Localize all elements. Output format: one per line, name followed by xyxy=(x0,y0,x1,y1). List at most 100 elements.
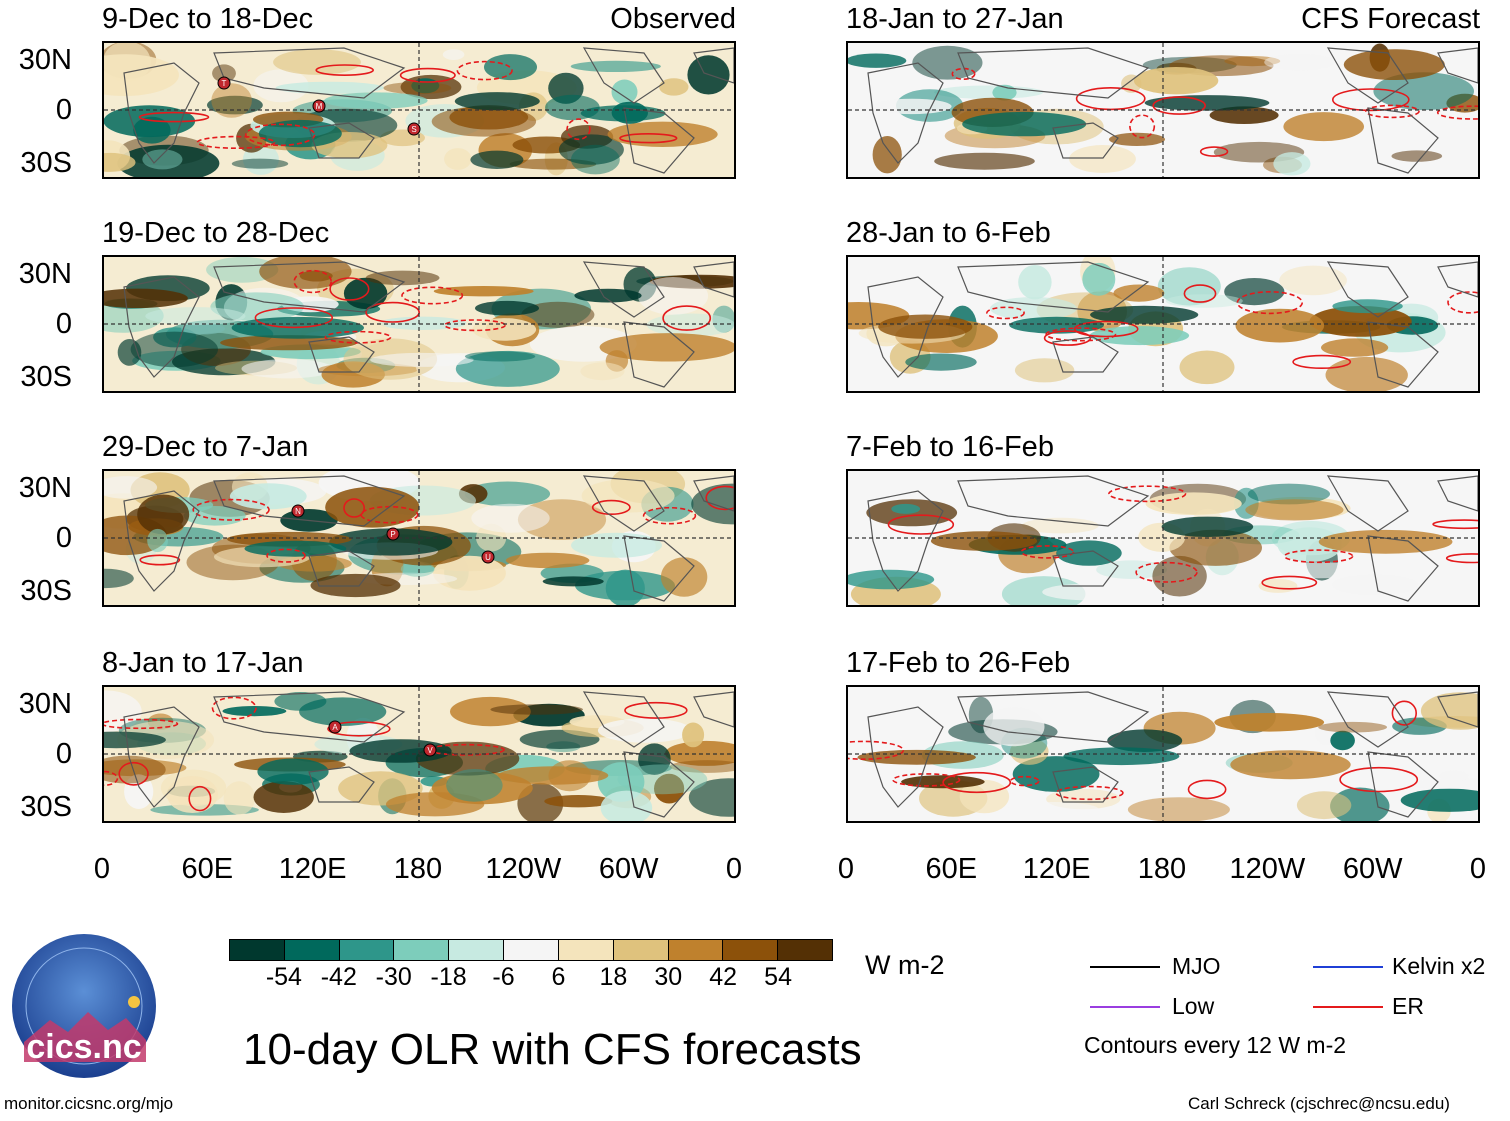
olr-anomaly-blob xyxy=(1343,49,1445,80)
olr-anomaly-blob xyxy=(544,795,613,808)
olr-core-feature xyxy=(257,758,329,785)
olr-anomaly-blob xyxy=(1391,150,1443,162)
footer-url[interactable]: monitor.cicsnc.org/mjo xyxy=(4,1094,174,1113)
coastline xyxy=(623,321,695,388)
lat-label-left-3-1: 0 xyxy=(55,522,72,554)
olr-map xyxy=(104,257,734,391)
colorbar-tick: 30 xyxy=(654,963,683,991)
legend-line-kelvin xyxy=(1313,966,1383,968)
er-contour xyxy=(1339,766,1419,793)
lon-label-left-1: 60E xyxy=(181,853,234,885)
olr-anomaly-blob xyxy=(1209,106,1279,124)
olr-anomaly-blob xyxy=(571,532,662,558)
panel-title-right-3: 7-Feb to 16-Feb xyxy=(846,431,1054,463)
coastline xyxy=(1052,550,1119,587)
olr-core-feature xyxy=(930,531,1038,551)
colorbar-tick: -30 xyxy=(375,963,412,991)
olr-anomaly-blob xyxy=(472,318,537,341)
er-contour xyxy=(266,548,306,563)
coastline xyxy=(623,107,695,174)
map-panel-right-2 xyxy=(846,255,1480,393)
map-panel-left-3: N P U xyxy=(102,469,736,607)
olr-anomaly-blob xyxy=(142,149,183,170)
colorbar-tick: 54 xyxy=(764,963,792,991)
olr-anomaly-blob xyxy=(259,257,352,289)
colorbar-tick: 42 xyxy=(709,963,738,991)
panel-title-left-3: 29-Dec to 7-Jan xyxy=(102,431,309,463)
olr-core-feature xyxy=(962,111,1087,137)
er-contour xyxy=(104,718,179,730)
coastline xyxy=(1367,535,1439,602)
olr-anomaly-blob xyxy=(570,60,661,72)
map-panel-left-1: T M S xyxy=(102,41,736,179)
er-contour xyxy=(1365,104,1420,119)
olr-anomaly-blob xyxy=(471,503,550,533)
olr-anomaly-blob xyxy=(147,528,168,553)
lon-label-left-2: 120E xyxy=(278,853,347,885)
er-contour xyxy=(118,761,149,786)
olr-anomaly-blob xyxy=(1007,802,1099,817)
olr-anomaly-blob xyxy=(659,78,689,96)
coastline xyxy=(1052,336,1119,373)
olr-core-feature xyxy=(475,300,539,316)
colorbar-swatch xyxy=(557,940,613,960)
olr-anomaly-blob xyxy=(104,476,158,499)
coastline xyxy=(1326,47,1409,104)
storm-marker-label: V xyxy=(427,746,433,755)
olr-anomaly-blob xyxy=(207,95,263,115)
olr-anomaly-blob xyxy=(1069,145,1136,173)
olr-anomaly-blob xyxy=(605,569,645,605)
olr-anomaly-blob xyxy=(542,576,604,587)
olr-anomaly-blob xyxy=(383,81,452,95)
legend-line-low xyxy=(1090,1006,1160,1008)
colorbar-tick: -6 xyxy=(492,963,515,991)
colorbar-tick: 6 xyxy=(551,963,566,991)
olr-anomaly-blob xyxy=(133,116,171,144)
olr-anomaly-blob xyxy=(617,764,708,795)
olr-anomaly-blob xyxy=(490,704,583,715)
olr-core-feature xyxy=(454,92,540,111)
olr-anomaly-blob xyxy=(1245,499,1344,521)
storm-marker: U xyxy=(481,550,495,564)
er-contour xyxy=(1187,779,1227,800)
lon-label-right-2: 120E xyxy=(1022,853,1091,885)
storm-marker: P xyxy=(386,527,400,541)
olr-anomaly-blob xyxy=(1247,483,1330,505)
storm-marker: V xyxy=(423,743,437,757)
er-contour xyxy=(1447,291,1478,314)
er-contour xyxy=(211,696,257,720)
coastline xyxy=(693,475,734,512)
olr-anomaly-blob xyxy=(1400,788,1478,812)
olr-anomaly-blob xyxy=(581,479,675,513)
colorbar-tick: -18 xyxy=(430,963,467,991)
coastline xyxy=(1437,47,1478,84)
coastline xyxy=(1052,122,1119,159)
olr-map: N P U xyxy=(104,471,734,605)
olr-core-feature xyxy=(1144,95,1270,111)
olr-core-feature xyxy=(1161,516,1254,537)
olr-anomaly-blob xyxy=(1018,265,1052,300)
map-panel-right-3 xyxy=(846,469,1480,607)
olr-anomaly-blob xyxy=(365,270,440,286)
olr-anomaly-blob xyxy=(137,494,190,535)
er-contour xyxy=(254,307,333,329)
olr-anomaly-blob xyxy=(104,731,166,749)
olr-anomaly-blob xyxy=(1235,308,1325,343)
map-panel-right-1 xyxy=(846,41,1480,179)
er-contour xyxy=(566,118,591,141)
coastline xyxy=(213,691,406,743)
olr-anomaly-blob xyxy=(444,148,472,170)
er-contour xyxy=(138,111,210,123)
coastline xyxy=(1326,475,1409,532)
er-contour xyxy=(365,301,421,323)
olr-anomaly-blob xyxy=(275,81,384,94)
olr-anomaly-blob xyxy=(464,351,536,362)
er-contour xyxy=(1292,354,1352,369)
coastline xyxy=(1367,107,1439,174)
lon-label-right-4: 120W xyxy=(1229,853,1306,885)
olr-anomaly-blob xyxy=(1273,152,1311,176)
coastline xyxy=(123,706,200,808)
lon-label-left-5: 60W xyxy=(598,853,659,885)
er-contour xyxy=(1261,575,1318,590)
olr-core-feature xyxy=(329,528,453,556)
